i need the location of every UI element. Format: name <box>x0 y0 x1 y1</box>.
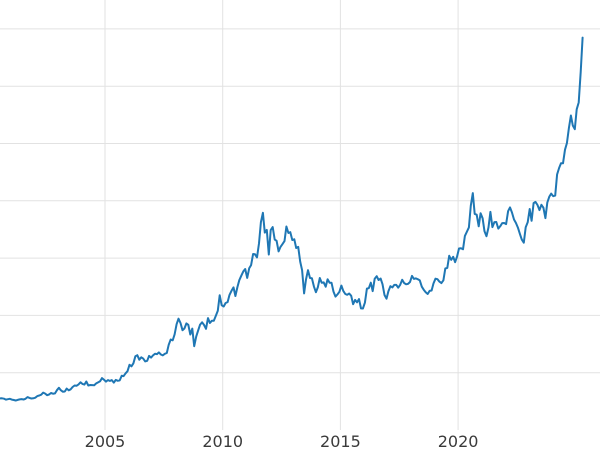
x-tick-label: 2005 <box>85 432 126 450</box>
x-tick-label: 2020 <box>438 432 479 450</box>
x-tick-label: 2010 <box>202 432 243 450</box>
price-line <box>0 36 584 402</box>
x-tick-label: 2015 <box>320 432 361 450</box>
